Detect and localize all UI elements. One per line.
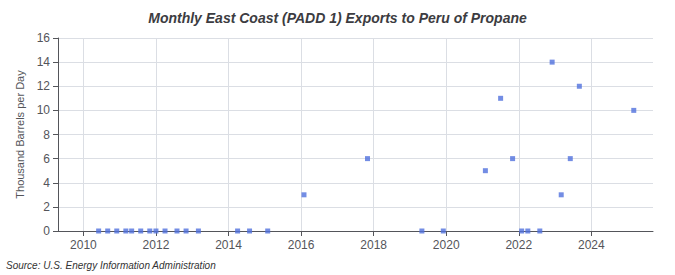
svg-text:2: 2 [43, 200, 50, 214]
svg-text:4: 4 [43, 176, 50, 190]
svg-text:2014: 2014 [215, 238, 242, 252]
svg-text:Thousand Barrels per Day: Thousand Barrels per Day [14, 70, 26, 199]
svg-text:2016: 2016 [288, 238, 315, 252]
svg-text:6: 6 [43, 152, 50, 166]
svg-text:8: 8 [43, 128, 50, 142]
svg-text:16: 16 [37, 31, 51, 45]
svg-text:2022: 2022 [505, 238, 532, 252]
svg-text:12: 12 [37, 79, 51, 93]
svg-text:2024: 2024 [578, 238, 605, 252]
svg-text:2020: 2020 [433, 238, 460, 252]
svg-text:2010: 2010 [70, 238, 97, 252]
svg-text:14: 14 [37, 55, 51, 69]
svg-text:10: 10 [37, 103, 51, 117]
svg-text:2018: 2018 [360, 238, 387, 252]
svg-text:2012: 2012 [143, 238, 170, 252]
svg-text:0: 0 [43, 224, 50, 238]
svg-text:Source: U.S. Energy Informatio: Source: U.S. Energy Information Administ… [6, 260, 216, 271]
svg-text:Monthly East Coast (PADD 1) Ex: Monthly East Coast (PADD 1) Exports to P… [148, 10, 527, 26]
